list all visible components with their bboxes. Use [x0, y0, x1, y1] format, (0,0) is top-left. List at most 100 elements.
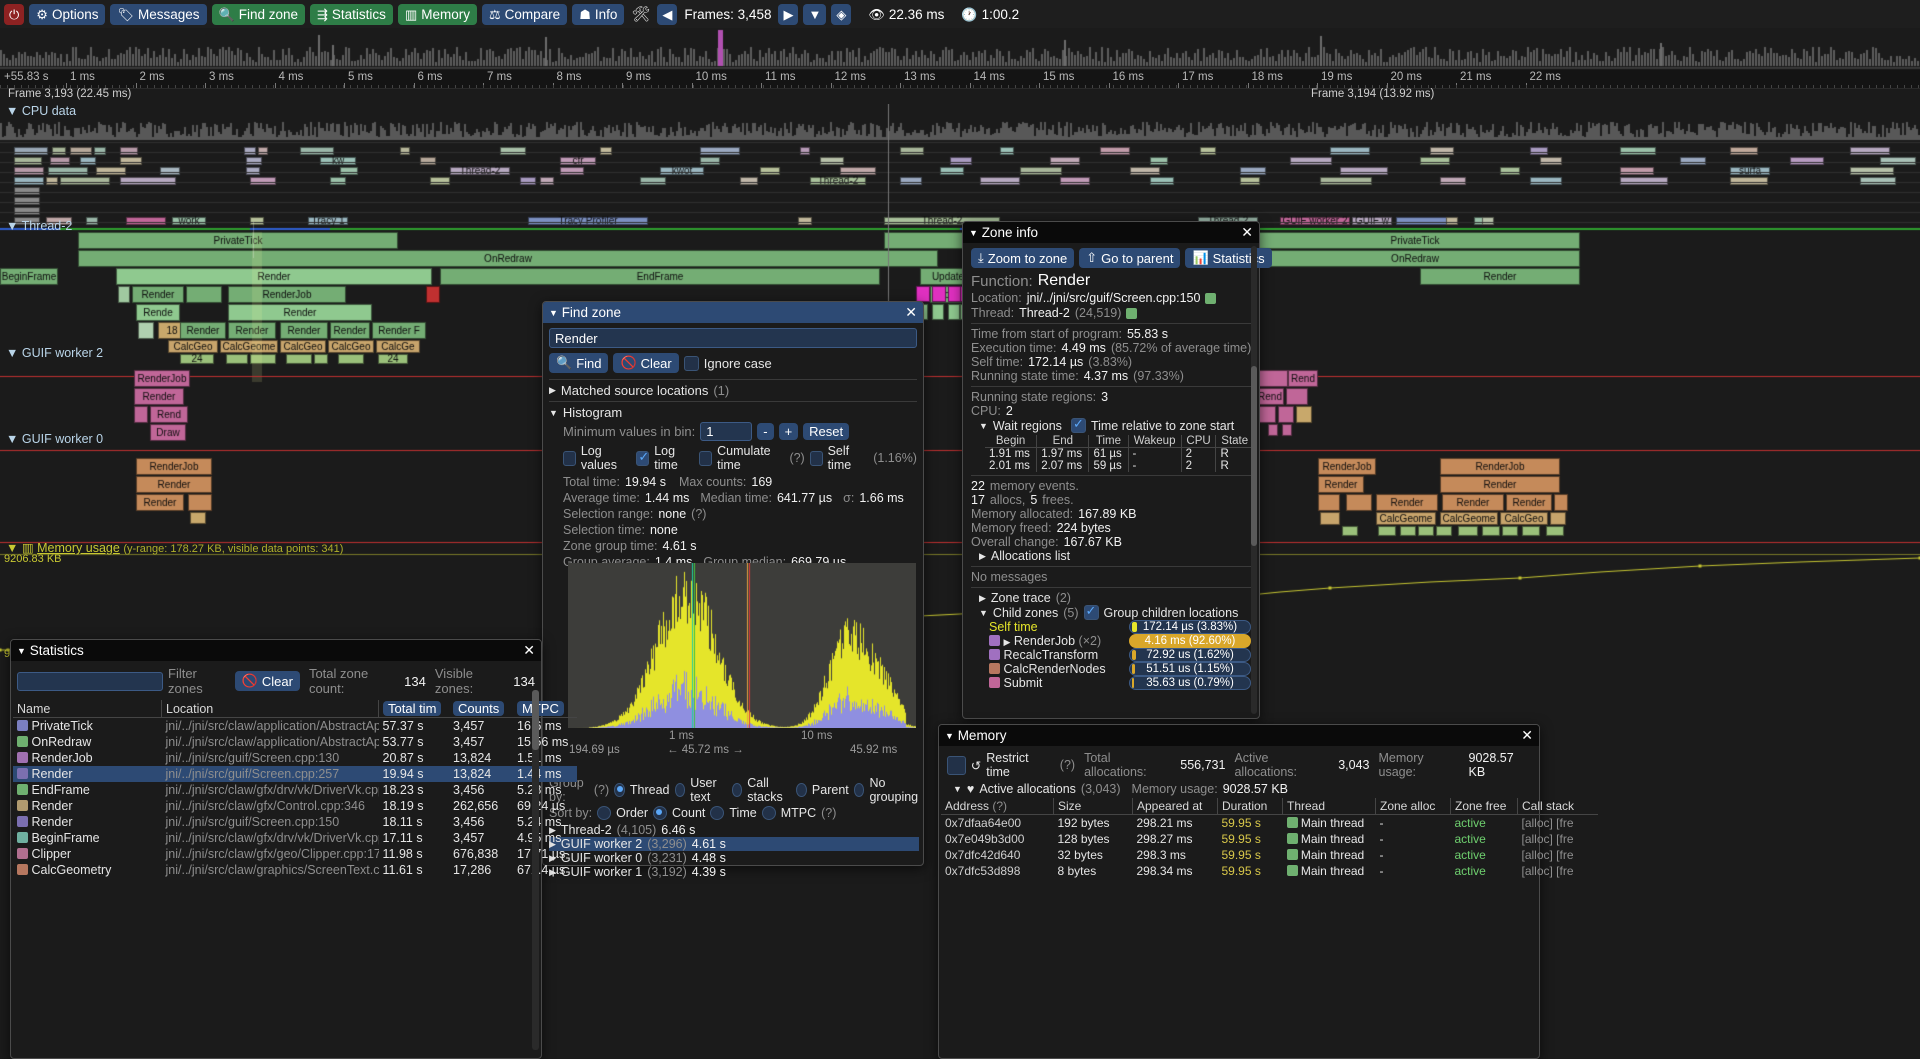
stats-header-mtpc[interactable]: MTPC [517, 701, 564, 716]
timeline-ruler[interactable]: +55.83 s 1 ms 2 ms 3 ms 4 ms 5 ms 6 ms 7 ms 8 ms… [0, 70, 1920, 89]
group-by-parent-radio[interactable] [796, 783, 807, 797]
next-frame-button[interactable]: ▶ [778, 3, 799, 25]
selection-range-hint[interactable]: (?) [691, 507, 707, 521]
table-row[interactable]: RenderJob jni/../jni/src/guif/Screen.cpp:… [13, 750, 577, 766]
mem-cell-address[interactable]: 0x7dfc42d640 [945, 848, 1021, 862]
find-zone-window[interactable]: ▼ Find zone ✕ Render 🔍 Find 🚫 Clear Ignore… [542, 301, 924, 879]
chevron-right-icon[interactable]: ▶ [549, 866, 556, 877]
zone-group-row[interactable]: ▶ GUIF worker 2 (3,296) 4.61 s [549, 837, 919, 851]
chevron-down-icon[interactable]: ▼ [979, 607, 988, 618]
messages-button[interactable]: 🏷 Messages [110, 3, 207, 25]
mem-header-duration[interactable]: Duration [1222, 799, 1268, 813]
location-value[interactable]: jni/../jni/src/guif/Screen.cpp:150 [1026, 291, 1201, 305]
cumulate-time-checkbox[interactable] [699, 450, 713, 466]
zone-info-titlebar[interactable]: ▼ Zone info ✕ [963, 222, 1259, 243]
self-time-checkbox[interactable] [809, 450, 823, 466]
zone-info-scrollbar[interactable] [1251, 246, 1257, 714]
log-values-checkbox[interactable] [563, 450, 576, 466]
sort-by-time-radio[interactable] [710, 806, 725, 820]
stats-header-counts[interactable]: Counts [453, 701, 505, 716]
cumulate-time-hint[interactable]: (?) [789, 451, 805, 465]
info-button[interactable]: ☗ Info [572, 3, 625, 25]
chevron-right-icon[interactable]: ▶ [1003, 637, 1011, 647]
table-row[interactable]: CalcGeometry jni/../jni/src/claw/graphics… [13, 862, 577, 878]
stats-header-name[interactable]: Name [13, 700, 162, 718]
find-zone-close-icon[interactable]: ✕ [905, 304, 917, 320]
ignore-case-checkbox[interactable] [683, 355, 699, 371]
chevron-right-icon[interactable]: ▶ [549, 852, 556, 863]
memory-window[interactable]: ▼ Memory ✕ ↺ Restrict time (?) Total all… [938, 724, 1598, 1059]
chevron-right-icon[interactable]: ▶ [979, 592, 986, 603]
stats-header-location[interactable]: Location [161, 700, 379, 718]
chevron-down-icon[interactable]: ▼ [549, 407, 558, 418]
group-by-callstacks-radio[interactable] [731, 783, 743, 797]
table-row[interactable]: EndFrame jni/../jni/src/claw/gfx/drv/vk/D… [13, 782, 577, 798]
find-zone-button[interactable]: 🔍 Find zone [211, 3, 306, 25]
stats-header-total-time[interactable]: Total tim [383, 701, 442, 716]
chevron-down-icon[interactable]: ▼ [979, 420, 988, 431]
memory-close-icon[interactable]: ✕ [1521, 727, 1533, 743]
allocations-list-row[interactable]: ▶ Allocations list [979, 549, 1253, 563]
mem-cell-call-stack[interactable]: [alloc] [fre [1521, 864, 1574, 878]
zone-info-collapse-icon[interactable]: ▼ [969, 227, 978, 238]
zone-statistics-button[interactable]: 📊 Statistics [1185, 248, 1272, 268]
mem-cell-address[interactable]: 0x7dfc53d898 [945, 864, 1021, 878]
statistics-button[interactable]: ⇶ Statistics [310, 3, 393, 25]
restrict-time-checkbox[interactable] [947, 755, 966, 775]
clear-button[interactable]: 🚫 Clear [613, 353, 679, 373]
group-by-usertext-radio[interactable] [674, 783, 686, 797]
group-by-nogrouping-radio[interactable] [853, 783, 865, 797]
tools-button[interactable]: 🛠 [629, 4, 652, 25]
section-memory-usage[interactable]: ▼ ▥ Memory usage (y-range: 178.27 KB, vi… [6, 541, 344, 555]
section-thread-2[interactable]: ▼ Thread-2 [6, 219, 73, 233]
zone-group-row[interactable]: ▶ GUIF worker 0 (3,231) 4.48 s [549, 851, 919, 865]
frames-canvas[interactable] [0, 28, 1920, 68]
table-row[interactable]: BeginFrame jni/../jni/src/claw/gfx/drv/vk… [13, 830, 577, 846]
table-row[interactable]: OnRedraw jni/../jni/src/claw/application/… [13, 734, 577, 750]
chevron-right-icon[interactable]: ▶ [979, 550, 986, 561]
zone-group-row[interactable]: ▶ Thread-2 (4,105) 6.46 s [549, 823, 919, 837]
mem-header-call-stack[interactable]: Call stack [1517, 798, 1598, 815]
filter-zones-input[interactable] [17, 671, 163, 691]
chevron-right-icon[interactable]: ▶ [549, 385, 556, 395]
table-row[interactable]: 0x7dfaa64e00 192 bytes 298.21 ms 59.95 s Ma… [941, 815, 1598, 832]
zone-trace-row[interactable]: ▶ Zone trace (2) [979, 591, 1253, 605]
matched-source-locations-row[interactable]: ▶ Matched source locations (1) [549, 383, 917, 398]
section-guif-worker-0[interactable]: ▼ GUIF worker 0 [6, 432, 104, 446]
mem-header-thread[interactable]: Thread [1282, 798, 1376, 815]
group-children-checkbox[interactable] [1083, 603, 1099, 620]
memory-collapse-icon[interactable]: ▼ [945, 730, 954, 741]
table-row[interactable]: PrivateTick jni/../jni/src/claw/applicati… [13, 718, 577, 735]
statistics-scrollbar[interactable] [532, 690, 539, 1050]
statistics-titlebar[interactable]: ▼ Statistics ✕ [11, 640, 541, 661]
mem-header-size[interactable]: Size [1053, 798, 1133, 815]
section-cpu-data[interactable]: ▼ CPU data [6, 104, 77, 118]
mem-cell-address[interactable]: 0x7e049b3d00 [945, 832, 1025, 846]
mem-cell-call-stack[interactable]: [alloc] [fre [1521, 832, 1574, 846]
table-row[interactable]: Render jni/../jni/src/guif/Screen.cpp:150… [13, 814, 577, 830]
mem-header-address[interactable]: Address [945, 799, 990, 813]
zone-group-row[interactable]: ▶ GUIF worker 1 (3,192) 4.39 s [549, 865, 919, 879]
table-row[interactable]: Clipper jni/../jni/src/claw/gfx/geo/Clipp… [13, 846, 577, 862]
restrict-time-hint[interactable]: (?) [1059, 758, 1076, 772]
find-zone-titlebar[interactable]: ▼ Find zone ✕ [543, 302, 923, 323]
prev-frame-button[interactable]: ◀ [657, 3, 678, 25]
group-by-thread-radio[interactable] [614, 783, 625, 797]
histogram-chart[interactable] [568, 563, 916, 728]
log-time-checkbox[interactable] [636, 449, 650, 466]
find-zone-collapse-icon[interactable]: ▼ [549, 307, 558, 318]
chevron-right-icon[interactable]: ▶ [549, 838, 556, 849]
table-row[interactable]: 0x7e049b3d00 128 bytes 298.27 ms 59.95 s Ma… [941, 831, 1598, 847]
min-values-decrement[interactable]: - [757, 423, 774, 440]
chevron-right-icon[interactable]: ▶ [549, 824, 556, 835]
active-allocations-row[interactable]: ▼ ♥ Active allocations (3,043) Memory us… [939, 782, 1539, 796]
mem-address-hint[interactable]: (?) [992, 799, 1008, 813]
compare-button[interactable]: ⚖ Compare [482, 3, 568, 25]
table-row[interactable]: 0x7dfc53d898 8 bytes 298.34 ms 59.95 s Main… [941, 863, 1598, 879]
power-button[interactable]: ⏻ [4, 3, 25, 25]
sort-by-order-radio[interactable] [597, 806, 612, 820]
section-guif-worker-2[interactable]: ▼ GUIF worker 2 [6, 346, 104, 360]
zone-info-close-icon[interactable]: ✕ [1241, 224, 1253, 240]
sort-by-mtpc-radio[interactable] [761, 806, 776, 820]
table-row[interactable]: 0x7dfc42d640 32 bytes 298.3 ms 59.95 s Main… [941, 847, 1598, 863]
